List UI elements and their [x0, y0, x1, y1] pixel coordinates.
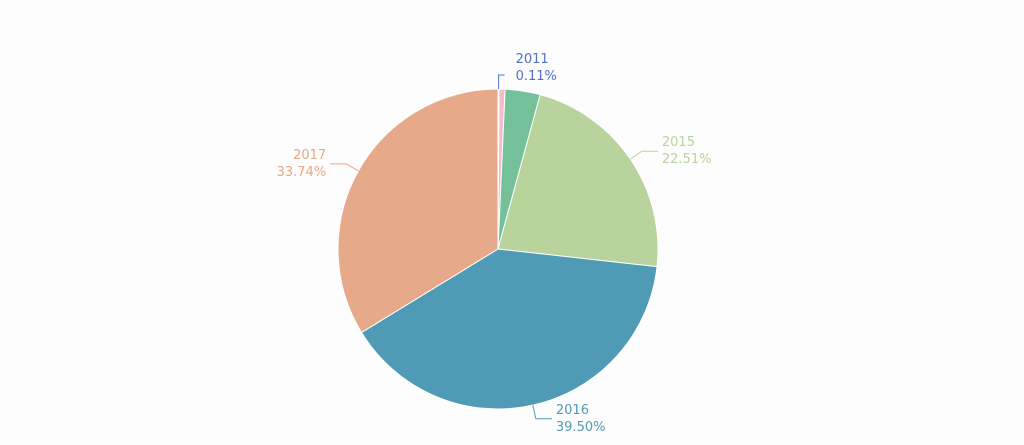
leader-line-2011 — [498, 74, 505, 89]
pie-slice-2016[interactable] — [361, 248, 658, 410]
slices-layer — [337, 88, 659, 410]
pie-slice-2017[interactable] — [337, 88, 499, 334]
slice-label-2016: 2016 — [556, 403, 589, 418]
slice-percent-2015: 22.51% — [662, 152, 712, 167]
slice-percent-2016: 39.50% — [556, 420, 606, 435]
slice-label-2017: 2017 — [293, 148, 326, 163]
pie-slice-2015[interactable] — [497, 94, 659, 268]
leader-line-2015 — [630, 150, 658, 160]
slice-percent-2017: 33.74% — [277, 165, 327, 180]
leader-line-2017 — [330, 163, 359, 172]
leader-line-2016 — [532, 405, 552, 420]
slice-label-2015: 2015 — [662, 135, 695, 150]
labels-layer: 2011 0.11% 2015 22.51% 2016 39.50% 2017 33.74% — [277, 52, 712, 435]
slice-percent-2011: 0.11% — [516, 69, 557, 84]
slice-label-2011: 2011 — [516, 52, 549, 67]
